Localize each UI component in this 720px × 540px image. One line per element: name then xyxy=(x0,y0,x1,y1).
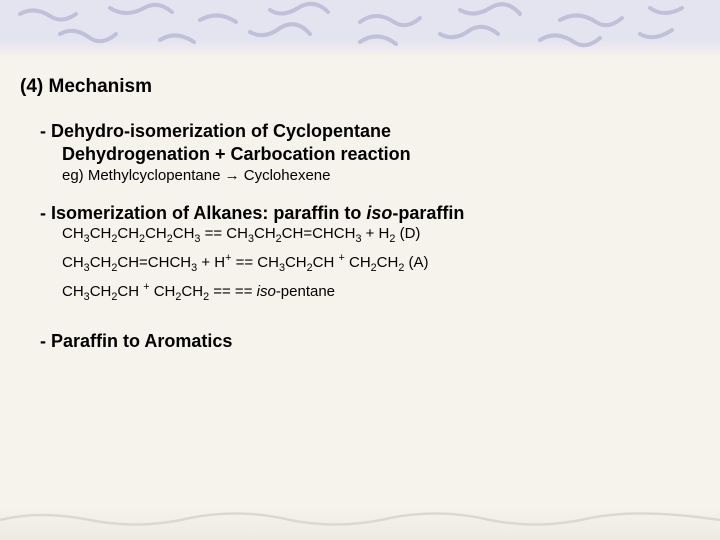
eq1-lhs: CH3CH2CH2CH2CH3 xyxy=(62,225,200,242)
iso-prefix: iso xyxy=(257,283,276,300)
eq1-label: (D) xyxy=(395,225,420,242)
sec2-title-b: -paraffin xyxy=(392,203,464,223)
section-paraffin-aromatics: - Paraffin to Aromatics xyxy=(40,330,700,353)
sec1-line1: - Dehydro-isomerization of Cyclopentane xyxy=(40,120,700,143)
eq2-rhs: CH3CH2CH + CH2CH2 xyxy=(257,254,404,271)
equation-2: CH3CH2CH=CHCH3 + H+ == CH3CH2CH + CH2CH2… xyxy=(62,254,700,271)
eq-sign: == xyxy=(200,225,226,242)
plus-sign: + xyxy=(210,144,231,164)
sec1-dehydrogenation: Dehydrogenation xyxy=(62,144,210,164)
sec2-title: - Isomerization of Alkanes: paraffin to … xyxy=(40,202,700,225)
sec1-example: eg) Methylcyclopentane → Cyclohexene xyxy=(62,167,700,184)
eq2-hplus: H+ xyxy=(214,254,231,271)
eq2-label: (A) xyxy=(404,254,428,271)
plus-sign: + xyxy=(197,254,214,271)
section-isomerization-alkanes: - Isomerization of Alkanes: paraffin to … xyxy=(40,202,700,300)
sec2-title-a: - Isomerization of Alkanes: paraffin to xyxy=(40,203,366,223)
sec1-line2: Dehydrogenation + Carbocation reaction xyxy=(62,143,700,166)
eq1-rhs: CH3CH2CH=CHCH3 + H2 xyxy=(226,225,395,242)
eq-sign: == xyxy=(231,254,257,271)
sec1-carbocation: Carbocation reaction xyxy=(231,144,411,164)
slide-content: (4) Mechanism - Dehydro-isomerization of… xyxy=(0,58,720,353)
iso-prefix: iso xyxy=(366,203,392,223)
eq-sign: == == xyxy=(209,283,257,300)
eq2-lhs: CH3CH2CH=CHCH3 xyxy=(62,254,197,271)
eg-lhs: eg) Methylcyclopentane xyxy=(62,167,225,184)
arrow-icon: → xyxy=(225,167,240,184)
eq3-product: -pentane xyxy=(276,283,335,300)
sec3-title: - Paraffin to Aromatics xyxy=(40,330,700,353)
top-decorative-border xyxy=(0,0,720,58)
equation-3: CH3CH2CH + CH2CH2 == == iso-pentane xyxy=(62,283,700,300)
section-number-title: (4) Mechanism xyxy=(20,76,700,98)
eq3-lhs: CH3CH2CH + CH2CH2 xyxy=(62,283,209,300)
equation-1: CH3CH2CH2CH2CH3 == CH3CH2CH=CHCH3 + H2 (… xyxy=(62,225,700,242)
eg-rhs: Cyclohexene xyxy=(240,167,331,184)
bottom-decorative-border xyxy=(0,506,720,540)
section-dehydro-isomerization: - Dehydro-isomerization of Cyclopentane … xyxy=(40,120,700,184)
